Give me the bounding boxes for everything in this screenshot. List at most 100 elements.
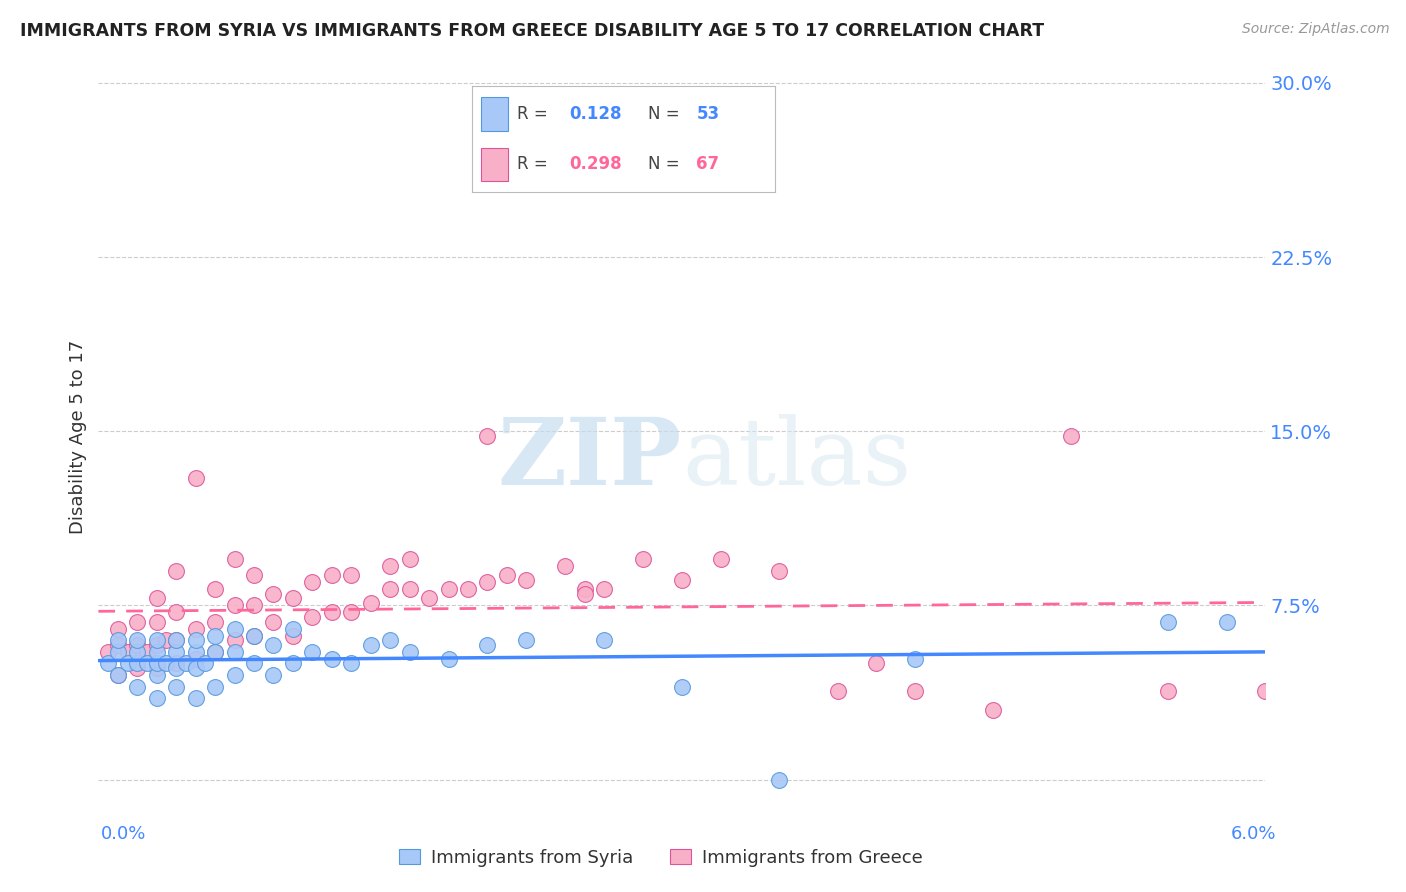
Point (165, 633, 187, 648)
Point (107, 668, 129, 682)
Point (378, 582, 402, 597)
Point (117, 645, 139, 659)
Point (340, 606, 363, 620)
Point (224, 552, 246, 566)
Point (174, 657, 197, 671)
Point (127, 633, 149, 648)
Point (146, 691, 169, 706)
Point (224, 668, 246, 682)
Point (184, 661, 207, 675)
Point (146, 657, 169, 671)
Point (204, 645, 226, 659)
Point (301, 575, 323, 590)
Point (107, 622, 129, 636)
Point (204, 629, 226, 643)
Point (1215, 615, 1237, 629)
Point (165, 680, 187, 694)
Point (146, 668, 169, 682)
Point (496, 568, 519, 582)
Point (243, 629, 266, 643)
Y-axis label: Disability Age 5 to 17: Disability Age 5 to 17 (69, 340, 87, 534)
Point (281, 622, 304, 636)
Point (827, 684, 849, 698)
Point (243, 629, 266, 643)
Point (1254, 684, 1277, 698)
Point (262, 638, 284, 652)
Point (554, 558, 576, 573)
Point (321, 606, 343, 620)
Legend: Immigrants from Syria, Immigrants from Greece: Immigrants from Syria, Immigrants from G… (391, 842, 931, 874)
Point (146, 615, 169, 629)
Point (194, 657, 217, 671)
Text: Source: ZipAtlas.com: Source: ZipAtlas.com (1241, 22, 1389, 37)
Point (184, 622, 207, 636)
Point (457, 582, 479, 597)
Point (127, 615, 149, 629)
Point (165, 606, 187, 620)
Point (418, 591, 440, 606)
Point (127, 638, 149, 652)
Point (204, 582, 226, 597)
Point (574, 582, 596, 597)
Point (477, 575, 499, 590)
Point (204, 680, 226, 694)
Point (321, 652, 343, 666)
Point (97, 645, 120, 659)
Text: ZIP: ZIP (498, 414, 682, 504)
Point (340, 657, 363, 671)
Point (136, 645, 159, 659)
Point (398, 582, 420, 597)
Point (146, 638, 169, 652)
Point (107, 633, 129, 648)
Point (671, 680, 693, 694)
Point (155, 633, 177, 648)
Point (165, 564, 187, 578)
Point (224, 633, 246, 648)
Point (360, 638, 382, 652)
Point (165, 661, 187, 675)
Point (515, 633, 537, 648)
Text: 6.0%: 6.0% (1232, 825, 1277, 843)
Point (768, 564, 790, 578)
Point (281, 591, 304, 606)
Text: IMMIGRANTS FROM SYRIA VS IMMIGRANTS FROM GREECE DISABILITY AGE 5 TO 17 CORRELATI: IMMIGRANTS FROM SYRIA VS IMMIGRANTS FROM… (20, 22, 1043, 40)
Point (574, 587, 596, 601)
Point (146, 591, 169, 606)
Point (262, 587, 284, 601)
Point (904, 684, 927, 698)
Point (981, 703, 1004, 717)
Point (127, 680, 149, 694)
Point (262, 615, 284, 629)
Point (671, 573, 693, 587)
Point (515, 573, 537, 587)
Point (281, 629, 304, 643)
Point (243, 657, 266, 671)
Point (117, 657, 139, 671)
Point (184, 652, 207, 666)
Point (146, 645, 169, 659)
Point (360, 596, 382, 610)
Point (146, 633, 169, 648)
Point (262, 668, 284, 682)
Point (127, 661, 149, 675)
Point (301, 645, 323, 659)
Point (710, 552, 733, 566)
Point (107, 668, 129, 682)
Point (127, 657, 149, 671)
Point (593, 633, 616, 648)
Point (184, 645, 207, 659)
Point (204, 645, 226, 659)
Point (165, 645, 187, 659)
Point (243, 599, 266, 613)
Point (437, 582, 460, 597)
Point (1157, 615, 1180, 629)
Point (301, 610, 323, 624)
Text: 0.0%: 0.0% (101, 825, 146, 843)
Point (904, 652, 927, 666)
Point (243, 568, 266, 582)
Point (136, 657, 159, 671)
Point (1060, 429, 1083, 443)
Point (204, 615, 226, 629)
Point (593, 582, 616, 597)
Point (477, 429, 499, 443)
